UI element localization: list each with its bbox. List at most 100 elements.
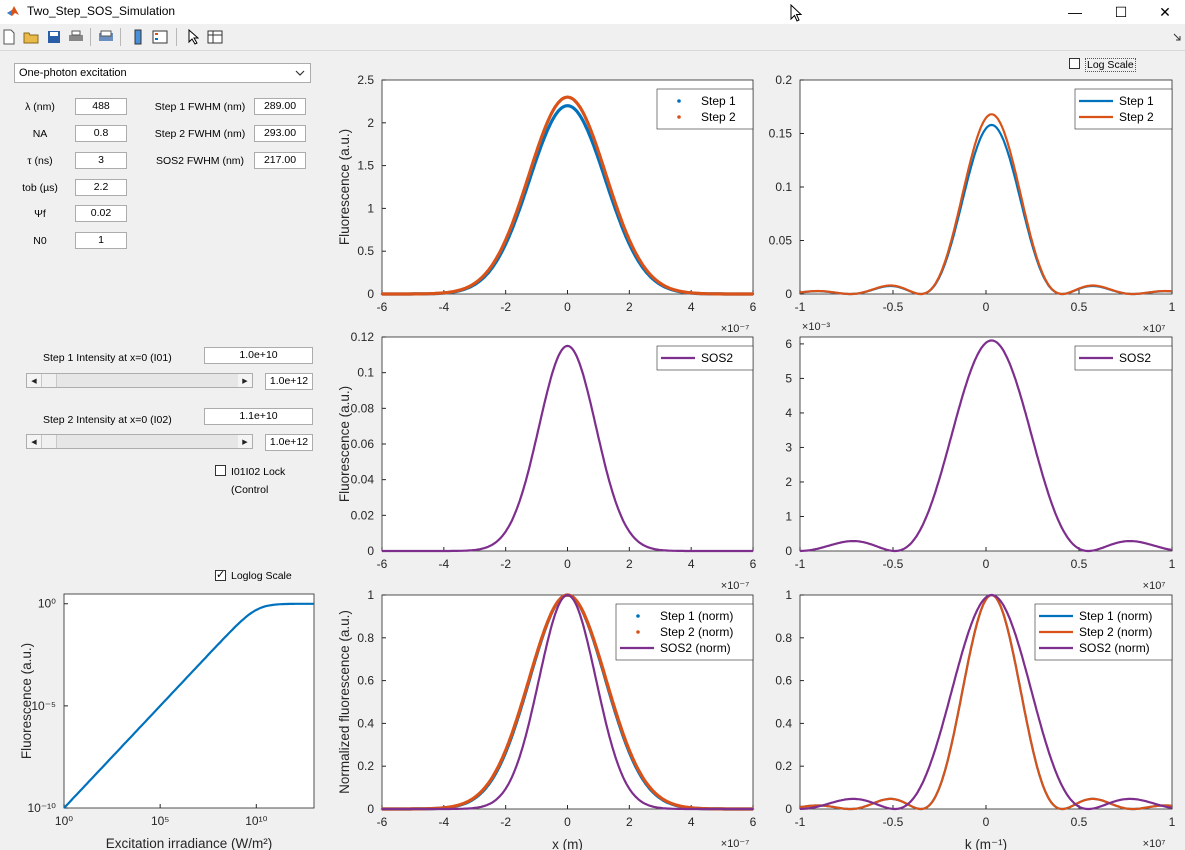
param-label: Ψf xyxy=(34,208,46,220)
fwhm-label: Step 2 FWHM (nm) xyxy=(154,128,246,140)
figure-toolbar xyxy=(0,24,1185,51)
legend-label: SOS2 (norm) xyxy=(660,641,731,655)
legend-label: SOS2 xyxy=(701,351,733,365)
slider-thumb[interactable] xyxy=(41,435,57,448)
data-point xyxy=(455,804,458,807)
param-field[interactable]: 0.02 xyxy=(75,205,127,222)
x-tick-label: -2 xyxy=(500,557,511,571)
toolbar-separator xyxy=(120,28,121,46)
intensity1-slider[interactable]: ◀ ▶ xyxy=(26,373,253,388)
slider-right-arrow-icon[interactable]: ▶ xyxy=(238,374,252,387)
y-tick-label: 0 xyxy=(785,802,792,816)
intensity1-label: Step 1 Intensity at x=0 (I01) xyxy=(43,352,172,364)
open-folder-icon[interactable] xyxy=(22,28,40,46)
y-tick-label: 0.5 xyxy=(357,244,374,258)
data-point xyxy=(492,774,495,777)
lock-checkbox[interactable] xyxy=(215,465,226,476)
data-point xyxy=(584,117,588,120)
y-tick-label: 2 xyxy=(785,475,792,489)
x-exponent-label: ×10⁻⁷ xyxy=(721,323,749,335)
colorbar-icon[interactable] xyxy=(129,28,147,46)
data-point xyxy=(482,274,486,277)
data-point xyxy=(696,292,699,295)
intensity2-max-field[interactable]: 1.0e+12 xyxy=(265,434,313,451)
series-line xyxy=(799,113,1173,296)
x-tick-label: -1 xyxy=(795,815,806,829)
param-field[interactable]: 2.2 xyxy=(75,179,127,196)
data-point xyxy=(538,141,541,144)
x-tick-label: 2 xyxy=(626,815,633,829)
plot-axes xyxy=(381,336,754,552)
slider-left-arrow-icon[interactable]: ◀ xyxy=(27,374,41,387)
param-label: tob (µs) xyxy=(22,182,58,194)
loglog-scale-checkbox[interactable]: ✓ xyxy=(215,569,226,581)
log-scale-checkbox[interactable] xyxy=(1069,58,1080,69)
param-field[interactable]: 1 xyxy=(75,232,127,249)
data-point xyxy=(603,673,606,676)
intensity1-field[interactable]: 1.0e+10 xyxy=(204,347,313,364)
data-point xyxy=(640,774,643,777)
x-tick-label: -1 xyxy=(795,557,806,571)
print-icon[interactable] xyxy=(67,28,85,46)
data-point xyxy=(557,110,560,113)
legend: Step 1 (norm) Step 2 (norm) SOS2 (norm) xyxy=(1034,603,1173,661)
data-point xyxy=(557,101,560,104)
y-tick-label: 0 xyxy=(785,544,792,558)
x-tick-label: 0 xyxy=(983,815,990,829)
fwhm-field[interactable]: 289.00 xyxy=(254,98,306,115)
param-label: N0 xyxy=(33,235,47,247)
y-tick-label: 0.2 xyxy=(357,759,374,773)
y-tick-label: 10⁻⁵ xyxy=(31,699,56,713)
data-point xyxy=(575,599,578,603)
x-axis-label: k (m⁻¹) xyxy=(965,837,1007,850)
data-point xyxy=(594,141,597,144)
legend: Step 1 (norm) Step 2 (norm) SOS2 (norm) xyxy=(615,603,754,661)
intensity2-field[interactable]: 1.1e+10 xyxy=(204,408,313,425)
pointer-icon[interactable] xyxy=(184,28,202,46)
y-tick-label: 0.04 xyxy=(351,473,375,487)
toolbar-overflow-icon[interactable] xyxy=(1170,28,1184,46)
slider-thumb[interactable] xyxy=(41,374,57,387)
legend-marker xyxy=(677,115,681,119)
data-point xyxy=(492,262,495,265)
param-field[interactable]: 488 xyxy=(75,98,127,115)
param-field[interactable]: 3 xyxy=(75,152,127,169)
slider-left-arrow-icon[interactable]: ◀ xyxy=(27,435,41,448)
x-tick-label: 2 xyxy=(626,557,633,571)
data-point xyxy=(575,110,578,113)
new-file-icon[interactable] xyxy=(0,28,18,46)
close-button[interactable]: ✕ xyxy=(1142,0,1185,24)
intensity1-max-field[interactable]: 1.0e+12 xyxy=(265,373,313,390)
data-point xyxy=(399,292,402,296)
y-tick-label: 0.05 xyxy=(769,234,793,248)
series-line xyxy=(799,593,1173,811)
y-tick-label: 3 xyxy=(785,440,792,454)
data-point xyxy=(417,292,421,296)
x-tick-label: -0.5 xyxy=(883,300,904,314)
legend-label: Step 1 (norm) xyxy=(660,609,733,623)
x-tick-label: -1 xyxy=(795,300,806,314)
legend-icon[interactable] xyxy=(151,28,169,46)
y-axis-label: Fluorescence (a.u.) xyxy=(19,643,34,759)
param-field[interactable]: 0.8 xyxy=(75,125,127,142)
minimize-button[interactable]: — xyxy=(1052,0,1098,24)
excitation-mode-dropdown[interactable]: One-photon excitation xyxy=(14,63,311,83)
maximize-button[interactable]: ☐ xyxy=(1098,0,1144,24)
data-point xyxy=(519,197,523,201)
param-label: NA xyxy=(32,128,48,140)
fwhm-field[interactable]: 217.00 xyxy=(254,152,306,169)
dropdown-value: One-photon excitation xyxy=(19,67,127,79)
x-tick-label: 4 xyxy=(688,815,695,829)
print-preview-icon[interactable] xyxy=(97,28,115,46)
slider-right-arrow-icon[interactable]: ▶ xyxy=(238,435,252,448)
property-inspector-icon[interactable] xyxy=(206,28,224,46)
x-tick-label: 6 xyxy=(750,300,757,314)
fwhm-label: SOS2 FWHM (nm) xyxy=(155,155,245,167)
x-tick-label: 0 xyxy=(983,300,990,314)
fwhm-field[interactable]: 293.00 xyxy=(254,125,306,142)
intensity2-slider[interactable]: ◀ ▶ xyxy=(26,434,253,449)
save-icon[interactable] xyxy=(45,28,63,46)
y-tick-label: 1.5 xyxy=(357,159,374,173)
data-point xyxy=(473,282,476,285)
data-point xyxy=(723,292,727,296)
